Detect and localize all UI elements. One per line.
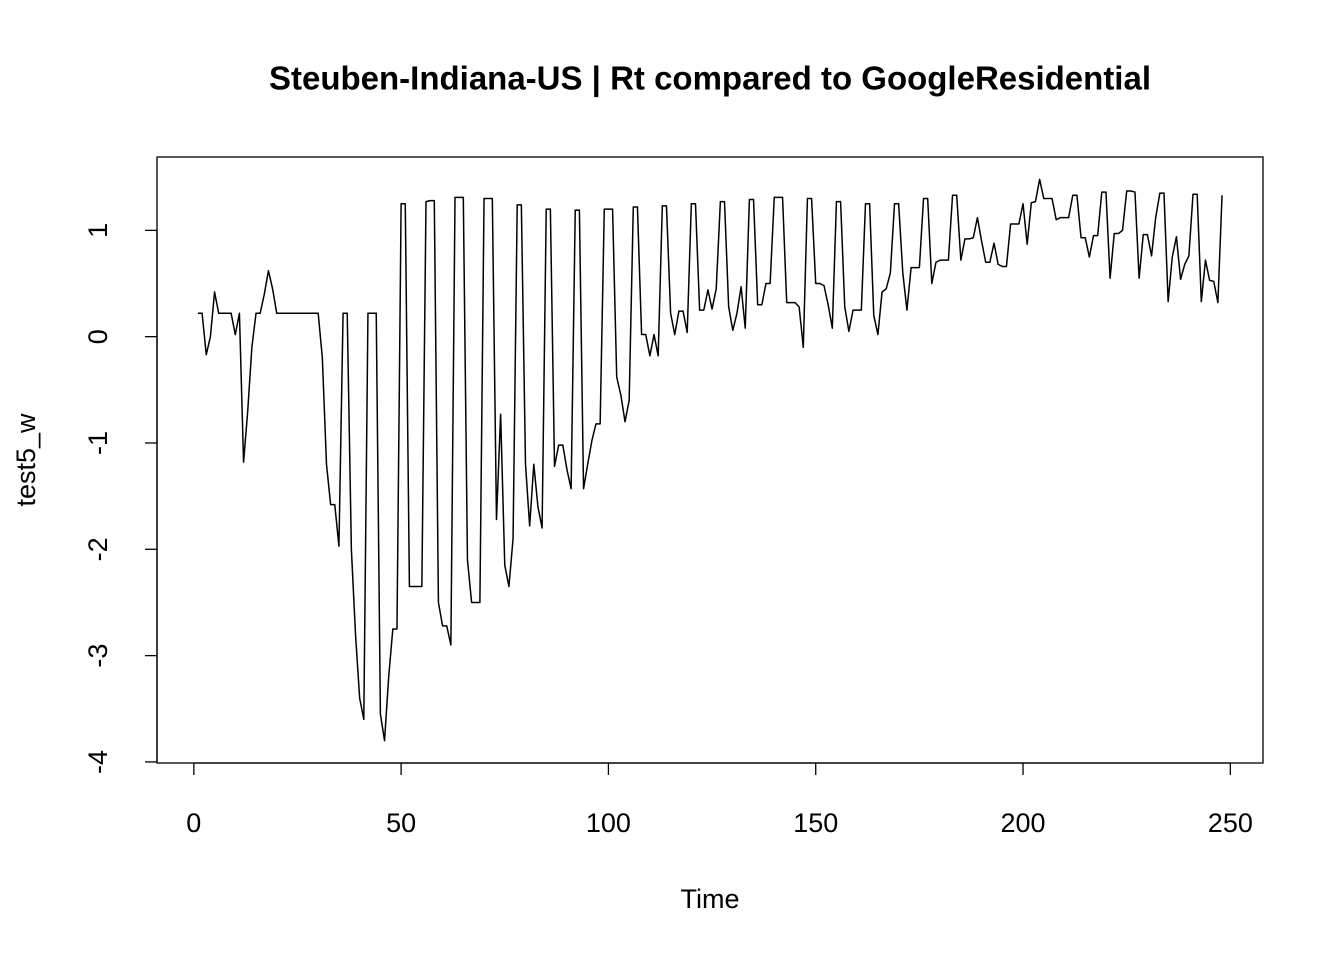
y-tick-label: -4: [83, 750, 113, 774]
y-tick-label: 1: [83, 223, 113, 238]
y-tick-label: -1: [83, 431, 113, 455]
y-axis-label: test5_w: [11, 413, 41, 507]
chart-title: Steuben-Indiana-US | Rt compared to Goog…: [269, 60, 1151, 97]
x-tick-label: 50: [386, 808, 416, 838]
x-tick-label: 0: [186, 808, 201, 838]
data-line: [197, 178, 1223, 742]
x-tick-label: 250: [1208, 808, 1253, 838]
x-tick-label: 100: [586, 808, 631, 838]
plot-box: [156, 156, 1264, 764]
x-axis-label: Time: [681, 884, 740, 914]
y-tick-label: -2: [83, 537, 113, 561]
x-tick-label: 150: [793, 808, 838, 838]
x-tick-label: 200: [1000, 808, 1045, 838]
y-tick-label: 0: [83, 329, 113, 344]
y-tick-label: -3: [83, 644, 113, 668]
